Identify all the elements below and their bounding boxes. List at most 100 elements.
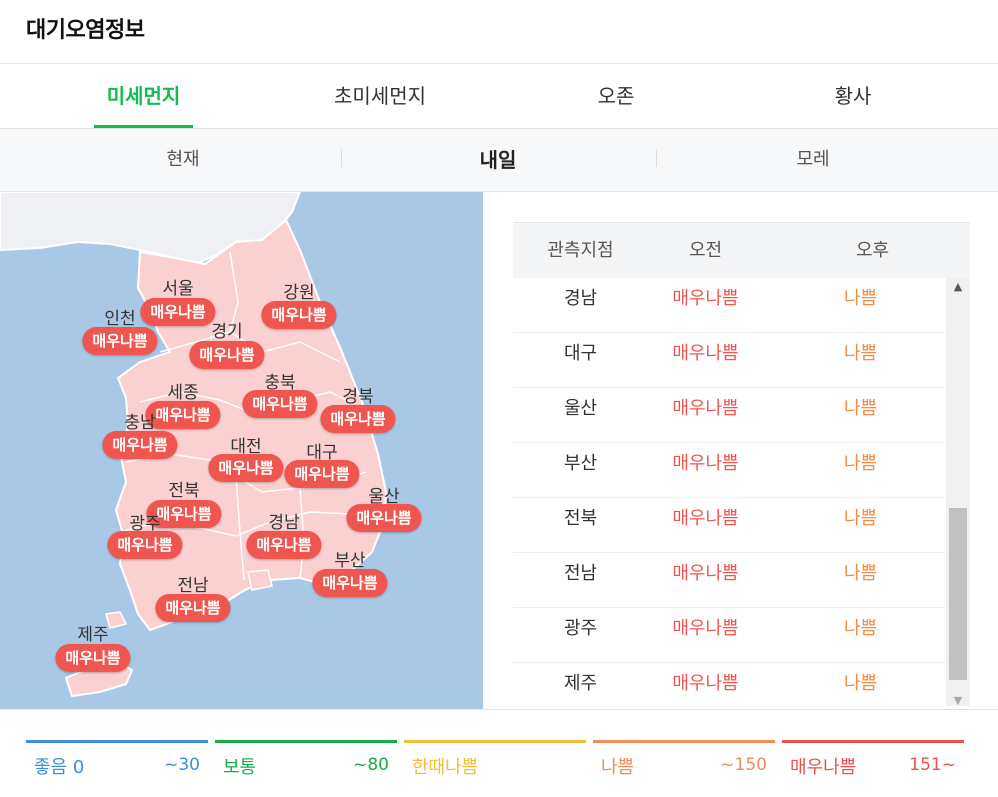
- region-badge-seoul[interactable]: 매우나쁨: [140, 298, 216, 326]
- station-name: 경남: [563, 288, 598, 309]
- table-row: 제주 매우나쁨 나쁨: [513, 663, 945, 709]
- am-grade: 매우나쁨: [672, 453, 739, 474]
- table-row: 광주 매우나쁨 나쁨: [513, 608, 945, 663]
- scroll-up-arrow-icon[interactable]: ▲: [953, 280, 963, 293]
- pm-grade: 나쁨: [843, 673, 878, 694]
- divider: [341, 149, 342, 167]
- table-row: 대구 매우나쁨 나쁨: [513, 333, 945, 388]
- tab-tomorrow[interactable]: 내일: [479, 148, 517, 172]
- legend-range: ~30: [164, 755, 200, 775]
- pm-grade: 나쁨: [843, 288, 878, 309]
- am-grade: 매우나쁨: [672, 343, 739, 364]
- station-name: 대구: [563, 343, 598, 364]
- station-name: 광주: [563, 618, 598, 639]
- region-name-chungbuk: 충북: [264, 373, 296, 393]
- table-row: 울산 매우나쁨 나쁨: [513, 388, 945, 443]
- region-name-gyeonggi: 경기: [211, 322, 243, 342]
- app-header: 대기오염정보: [0, 0, 998, 64]
- pm-grade: 나쁨: [843, 343, 878, 364]
- region-name-jeju: 제주: [77, 625, 109, 645]
- tab-now[interactable]: 현재: [166, 149, 200, 170]
- pollutant-tabs: 미세먼지 초미세먼지 오존 황사: [0, 64, 998, 129]
- tab-ozone[interactable]: 오존: [597, 84, 635, 108]
- am-grade: 매우나쁨: [672, 508, 739, 529]
- station-name: 부산: [563, 453, 598, 474]
- scroll-down-arrow-icon[interactable]: ▼: [953, 694, 963, 707]
- station-name: 제주: [563, 673, 598, 694]
- legend-label: 보통: [223, 757, 257, 778]
- table-row: 부산 매우나쁨 나쁨: [513, 443, 945, 498]
- region-name-gwangju: 광주: [129, 514, 161, 534]
- region-badge-ulsan[interactable]: 매우나쁨: [346, 504, 422, 532]
- am-grade: 매우나쁨: [672, 398, 739, 419]
- am-grade: 매우나쁨: [672, 288, 739, 309]
- region-badge-gyeonggi[interactable]: 매우나쁨: [189, 341, 265, 369]
- region-badge-jeju[interactable]: 매우나쁨: [55, 644, 131, 672]
- island: [247, 569, 273, 591]
- region-badge-gangwon[interactable]: 매우나쁨: [261, 301, 337, 329]
- tab-yellow-dust[interactable]: 황사: [834, 84, 872, 108]
- table-row: 전남 매우나쁨 나쁨: [513, 553, 945, 608]
- legend-label: 좋음 0: [34, 757, 85, 778]
- header-station: 관측지점: [547, 240, 614, 261]
- grade-legend: 좋음 0 ~30 보통 ~80 한때나쁨 나쁨 ~150 매우나쁨 151~: [26, 740, 964, 780]
- region-name-daejeon: 대전: [230, 437, 262, 457]
- legend-label: 한때나쁨: [412, 757, 479, 778]
- region-badge-daegu[interactable]: 매우나쁨: [284, 460, 360, 488]
- region-badge-busan[interactable]: 매우나쁨: [312, 569, 388, 597]
- region-name-gyeongnam: 경남: [268, 513, 300, 533]
- region-name-incheon: 인천: [104, 309, 136, 329]
- region-map: 서울 매우나쁨 강원 매우나쁨 인천 매우나쁨 경기 매우나쁨 세종 매우나쁨 …: [0, 192, 483, 709]
- legend-good: 좋음 0 ~30: [26, 740, 208, 780]
- table-row: 전북 매우나쁨 나쁨: [513, 498, 945, 553]
- pm-grade: 나쁨: [843, 563, 878, 584]
- region-badge-chungbuk[interactable]: 매우나쁨: [242, 390, 318, 418]
- region-name-daegu: 대구: [306, 443, 338, 463]
- region-badge-gwangju[interactable]: 매우나쁨: [107, 531, 183, 559]
- region-name-gyeongbuk: 경북: [342, 387, 374, 407]
- table-header: 관측지점 오전 오후: [513, 222, 970, 278]
- legend-label: 매우나쁨: [790, 757, 857, 778]
- header-pm: 오후: [855, 240, 890, 261]
- header-am: 오전: [688, 240, 723, 261]
- region-badge-gyeongbuk[interactable]: 매우나쁨: [320, 405, 396, 433]
- region-badge-jeonnam[interactable]: 매우나쁨: [155, 594, 231, 622]
- pm-grade: 나쁨: [843, 453, 878, 474]
- table-body[interactable]: 경남 매우나쁨 나쁨 대구 매우나쁨 나쁨 울산 매우나쁨 나쁨 부산 매우나쁨…: [513, 278, 945, 709]
- am-grade: 매우나쁨: [672, 618, 739, 639]
- region-name-chungnam: 충남: [124, 413, 156, 433]
- region-badge-daejeon[interactable]: 매우나쁨: [208, 454, 284, 482]
- main-content: 서울 매우나쁨 강원 매우나쁨 인천 매우나쁨 경기 매우나쁨 세종 매우나쁨 …: [0, 192, 998, 709]
- legend-range: 151~: [909, 755, 956, 775]
- scrollbar-thumb[interactable]: [949, 508, 967, 680]
- region-name-ulsan: 울산: [368, 487, 400, 507]
- region-badge-chungnam[interactable]: 매우나쁨: [102, 431, 178, 459]
- region-name-busan: 부산: [334, 551, 366, 571]
- table-scrollbar[interactable]: ▲ ▼: [946, 278, 970, 707]
- pm-grade: 나쁨: [843, 398, 878, 419]
- legend-range: ~150: [720, 755, 767, 775]
- tab-fine-dust[interactable]: 미세먼지: [94, 64, 193, 128]
- region-name-seoul: 서울: [162, 279, 194, 299]
- legend-range: ~80: [353, 755, 389, 775]
- region-name-jeonnam: 전남: [177, 576, 209, 596]
- region-name-jeonbuk: 전북: [168, 481, 200, 501]
- station-name: 전남: [563, 563, 598, 584]
- legend-normal: 보통 ~80: [215, 740, 397, 780]
- legend-label: 나쁨: [601, 757, 635, 778]
- tab-day-after-tomorrow[interactable]: 모레: [796, 149, 830, 170]
- region-badge-incheon[interactable]: 매우나쁨: [82, 327, 158, 355]
- island: [105, 611, 128, 629]
- pm-grade: 나쁨: [843, 618, 878, 639]
- divider: [656, 149, 657, 167]
- region-name-gangwon: 강원: [283, 283, 315, 303]
- region-badge-gyeongnam[interactable]: 매우나쁨: [246, 531, 322, 559]
- region-badge-sejong[interactable]: 매우나쁨: [145, 401, 221, 429]
- table-row: 경남 매우나쁨 나쁨: [513, 278, 945, 333]
- divider: [0, 709, 998, 710]
- legend-bad: 나쁨 ~150: [593, 740, 775, 780]
- region-badge-jeonbuk[interactable]: 매우나쁨: [146, 500, 222, 528]
- station-name: 울산: [563, 398, 598, 419]
- tab-ultrafine-dust[interactable]: 초미세먼지: [334, 84, 426, 108]
- am-grade: 매우나쁨: [672, 673, 739, 694]
